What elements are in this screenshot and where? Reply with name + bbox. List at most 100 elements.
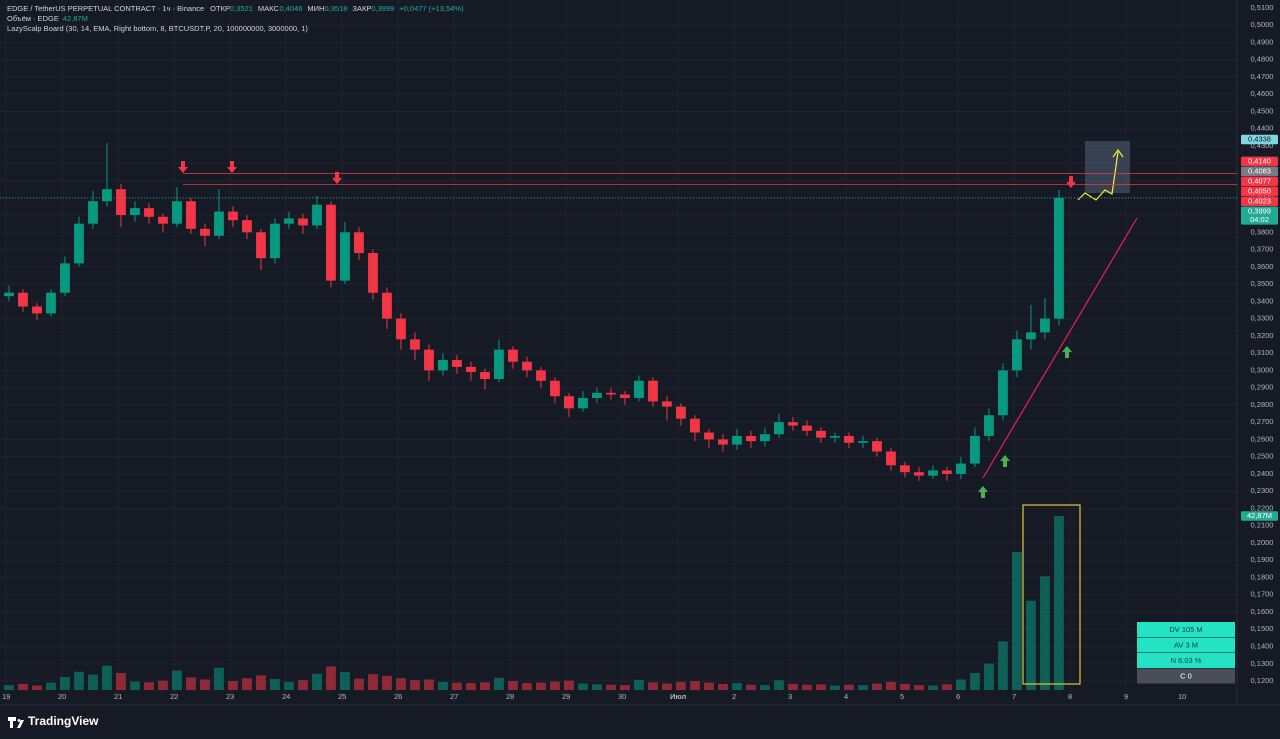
volume-bar [158,680,168,690]
y-tick-label: 0,4700 [1251,72,1274,81]
brand-name: TradingView [28,714,99,728]
x-tick-label: 24 [282,692,290,701]
y-tick-label: 0,1500 [1251,624,1274,633]
x-tick-label: 3 [788,692,792,701]
volume-bar [522,683,532,690]
volume-bar [256,675,266,690]
volume-bar [788,683,798,690]
candle-body [928,470,938,476]
volume-bar [998,641,1008,690]
y-tick-label: 0,5000 [1251,20,1274,29]
y-tick-label: 0,3700 [1251,245,1274,254]
y-tick-label: 0,2200 [1251,503,1274,512]
price-label-box [1241,156,1278,167]
volume-label-box [1241,511,1278,521]
volume-bar [900,683,910,690]
y-tick-label: 0,1900 [1251,555,1274,564]
y-tick-label: 0,4300 [1251,141,1274,150]
x-tick-label: 26 [394,692,402,701]
x-tick-label: 23 [226,692,234,701]
candle-body [466,366,476,373]
y-tick-label: 0,3400 [1251,296,1274,305]
x-tick-label: 5 [900,692,904,701]
candle-body [970,435,980,464]
candle-body [858,441,868,443]
volume-bar [844,684,854,690]
legend-key: МИН [307,4,324,13]
volume-bar [340,672,350,690]
y-tick-label: 0,3300 [1251,314,1274,323]
candle-body [942,470,952,474]
candle-body [998,370,1008,416]
axes: 0,1200 0,1300 0,1400 0,1500 0,1600 0,1700 0,18… [2,3,1273,701]
candle-body [480,372,490,379]
volume-bar [886,681,896,690]
candle-body [718,439,728,445]
legend-value: 0,3999 [371,4,394,13]
candle-body [88,201,98,224]
volume-bar [130,681,140,690]
volume-bar [648,682,658,690]
y-tick-label: 0,3000 [1251,365,1274,374]
volume-bar [424,679,434,690]
volume-bar [102,665,112,690]
candle-body [60,263,70,293]
trend-line [982,217,1138,479]
volume-bar [858,685,868,690]
y-tick-label: 0,3200 [1251,331,1274,340]
price-label-box [1241,166,1278,177]
candle-body [158,216,168,224]
y-tick-label: 0,5100 [1251,3,1274,12]
candle-body [200,228,210,236]
volume-bar [732,683,742,690]
countdown: 04:02 [1250,215,1269,224]
y-tick-label: 0,1300 [1251,659,1274,668]
indicator-title: LazyScalp Board (30, 14, EMA, Right bott… [7,24,308,33]
y-tick-label: 0,3600 [1251,262,1274,271]
volume-bar [354,678,364,690]
target-zone [1085,141,1130,193]
candle-body [662,401,672,407]
candle-body [1054,197,1064,319]
candle-body [1012,339,1022,371]
candle-body [32,306,42,314]
volume-bar [1054,515,1064,690]
legend-value: 0,4046 [279,4,302,13]
price-label-box [1241,176,1278,187]
y-tick-label: 0,2100 [1251,521,1274,530]
price-label: 0,4140 [1248,156,1271,165]
candle-body [914,472,924,476]
volume-bar [606,684,616,690]
brand-icon [8,717,24,728]
volume-bar [970,672,980,690]
candle-body [620,394,630,398]
x-tick-label: 2 [732,692,736,701]
candle-body [732,435,742,445]
candle-body [452,360,462,367]
volume-bar [480,682,490,690]
candle-body [242,220,252,233]
volume-bar [18,683,28,690]
x-tick-label: 4 [844,692,848,701]
x-tick-label: Июл [670,692,687,701]
price-label: 0,4338 [1248,134,1271,143]
candle-body [298,218,308,226]
legend-key: МАКС [258,4,280,13]
y-tick-label: 0,2300 [1251,486,1274,495]
volume-bar [816,684,826,690]
candle-body [676,406,686,419]
volume-bar [536,682,546,690]
y-tick-label: 0,4600 [1251,89,1274,98]
candle-body [284,218,294,224]
x-tick-label: 27 [450,692,458,701]
y-tick-label: 0,2800 [1251,400,1274,409]
volume-bar [326,666,336,690]
y-tick-label: 0,2700 [1251,417,1274,426]
panel-dv: DV 105 M [1169,625,1202,634]
candle-body [494,349,504,379]
y-tick-label: 0,4400 [1251,124,1274,133]
panel-cell [1137,622,1235,637]
volume-bar [662,683,672,690]
x-tick-label: 22 [170,692,178,701]
candle-body [690,418,700,433]
